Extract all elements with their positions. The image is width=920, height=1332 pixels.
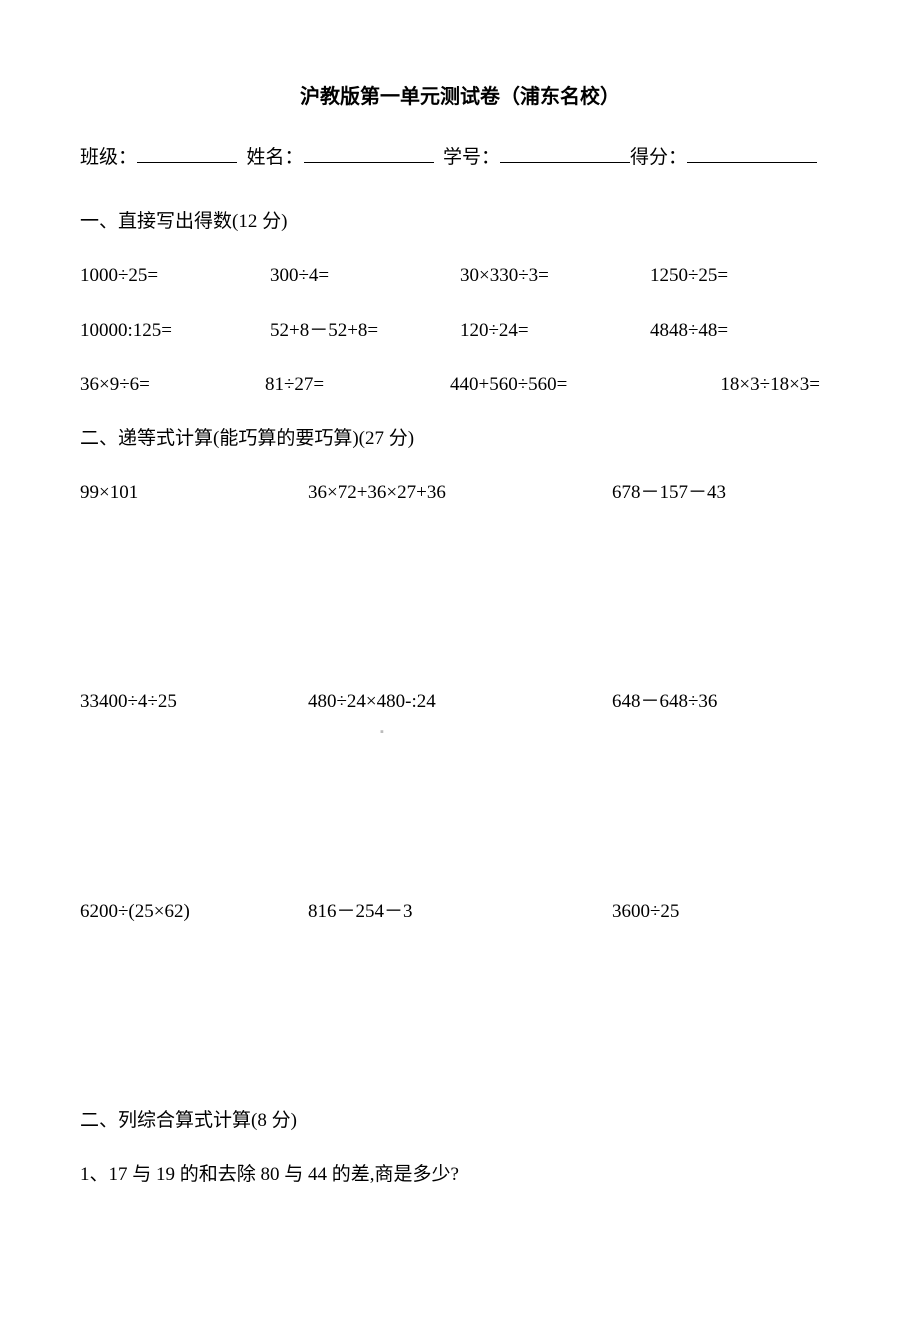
watermark-dot: ▪ — [380, 723, 384, 743]
workspace — [80, 949, 840, 1104]
problem: 480÷24×480-:24 — [308, 685, 612, 719]
workspace — [80, 530, 840, 685]
class-blank — [137, 143, 237, 163]
id-blank — [500, 143, 630, 163]
workspace — [80, 1212, 840, 1292]
student-info-line: 班级： 姓名： 学号： 得分： — [80, 141, 840, 175]
problem: 36×9÷6= — [80, 368, 265, 402]
s1-row1: 1000÷25= 300÷4= 30×330÷3= 1250÷25= — [80, 259, 840, 293]
problem: 648－648÷36 — [612, 685, 840, 719]
exam-page: 沪教版第一单元测试卷（浦东名校） 班级： 姓名： 学号： 得分： 一、直接写出得数… — [0, 0, 920, 1332]
s1-row2: 10000:125= 52+8－52+8= 120÷24= 4848÷48= — [80, 314, 840, 348]
s2-row1: 99×101 36×72+36×27+36 678－157－43 — [80, 476, 840, 510]
s2-row2: 33400÷4÷25 480÷24×480-:24 648－648÷36 ▪ — [80, 685, 840, 719]
problem: 52+8－52+8= — [270, 314, 460, 348]
section2-header: 二、递等式计算(能巧算的要巧算)(27 分) — [80, 422, 840, 456]
problem: 1000÷25= — [80, 259, 270, 293]
problem: 30×330÷3= — [460, 259, 650, 293]
problem: 816－254－3 — [308, 895, 612, 929]
section3-q1: 1、17 与 19 的和去除 80 与 44 的差,商是多少? — [80, 1158, 840, 1192]
id-label: 学号： — [443, 147, 500, 168]
problem: 1250÷25= — [650, 259, 840, 293]
workspace — [80, 740, 840, 895]
problem: 678－157－43 — [612, 476, 840, 510]
problem: 99×101 — [80, 476, 308, 510]
problem: 33400÷4÷25 — [80, 685, 308, 719]
problem: 81÷27= — [265, 368, 450, 402]
class-label: 班级： — [80, 147, 137, 168]
problem: 18×3÷18×3= — [635, 368, 840, 402]
section3-header: 二、列综合算式计算(8 分) — [80, 1104, 840, 1138]
problem: 10000:125= — [80, 314, 270, 348]
s2-row3: 6200÷(25×62) 816－254－3 3600÷25 — [80, 895, 840, 929]
s1-row3: 36×9÷6= 81÷27= 440+560÷560= 18×3÷18×3= — [80, 368, 840, 402]
name-label: 姓名： — [247, 147, 304, 168]
problem: 36×72+36×27+36 — [308, 476, 612, 510]
problem: 3600÷25 — [612, 895, 840, 929]
page-title: 沪教版第一单元测试卷（浦东名校） — [80, 80, 840, 109]
problem: 4848÷48= — [650, 314, 840, 348]
problem: 300÷4= — [270, 259, 460, 293]
name-blank — [304, 143, 434, 163]
score-label: 得分： — [630, 147, 687, 168]
problem: 120÷24= — [460, 314, 650, 348]
problem: 440+560÷560= — [450, 368, 635, 402]
problem: 6200÷(25×62) — [80, 895, 308, 929]
score-blank — [687, 143, 817, 163]
section1-header: 一、直接写出得数(12 分) — [80, 205, 840, 239]
